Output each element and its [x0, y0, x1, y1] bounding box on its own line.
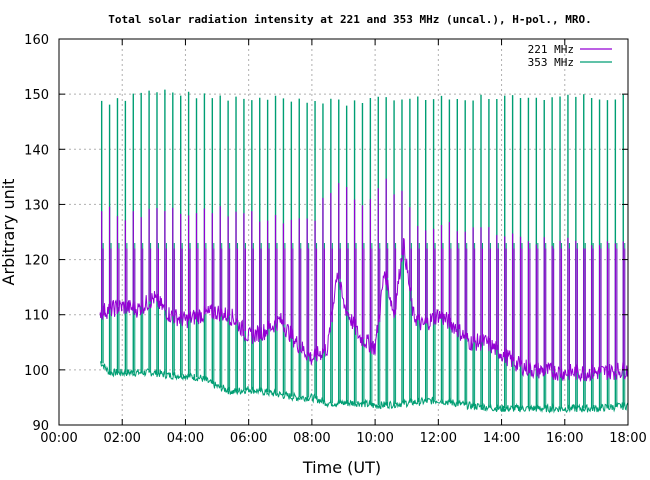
axis-ticks: 00:00 02:00 04:00 06:00 08:00 10:00 12:00 14:00… [24, 33, 647, 446]
x-tick-label: 18:00 [609, 431, 646, 446]
x-tick-label: 14:00 [483, 431, 520, 446]
pulse-group-221 [101, 178, 626, 373]
y-tick-label: 110 [24, 309, 49, 324]
legend-label: 221 MHz [528, 43, 574, 56]
x-tick-label: 04:00 [167, 431, 204, 446]
x-tick-label: 16:00 [546, 431, 583, 446]
chart-title: Total solar radiation intensity at 221 a… [108, 13, 591, 26]
x-tick-label: 08:00 [293, 431, 330, 446]
y-tick-label: 150 [24, 88, 49, 103]
x-tick-label: 06:00 [230, 431, 267, 446]
y-tick-label: 90 [32, 419, 49, 434]
plot-area [99, 89, 629, 414]
y-tick-label: 130 [24, 198, 49, 213]
y-tick-label: 100 [24, 364, 49, 379]
y-tick-label: 140 [24, 143, 49, 158]
x-tick-label: 02:00 [103, 431, 140, 446]
x-tick-label: 12:00 [420, 431, 457, 446]
x-tick-label: 00:00 [40, 431, 77, 446]
grid [59, 39, 628, 425]
y-tick-label: 160 [24, 33, 49, 48]
x-axis-label: Time (UT) [302, 458, 381, 477]
legend-label: 353 MHz [528, 56, 574, 69]
y-tick-label: 120 [24, 254, 49, 269]
y-axis-label: Arbitrary unit [0, 179, 18, 286]
plot-frame [58, 38, 629, 426]
x-tick-label: 10:00 [356, 431, 393, 446]
